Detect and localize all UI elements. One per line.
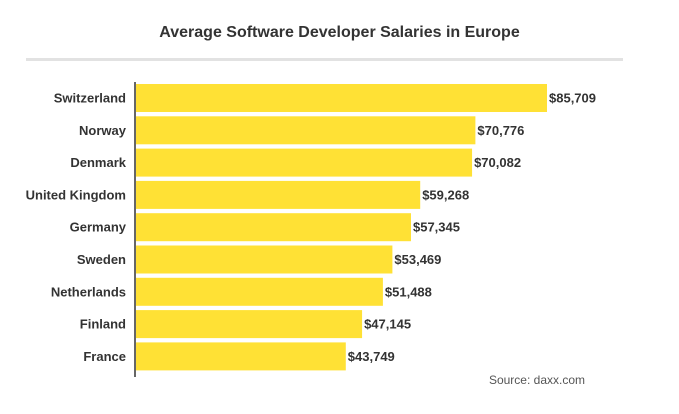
category-label: France (83, 349, 126, 364)
bar-norway (136, 116, 476, 145)
category-label: Norway (79, 123, 127, 138)
bar-sweden (136, 245, 393, 274)
chart-title: Average Software Developer Salaries in E… (159, 24, 520, 41)
value-labels-group: $85,709 $70,776 $70,082 $59,268 $57,345 $53,4… (348, 91, 596, 364)
value-label: $59,268 (422, 187, 469, 202)
category-label: Denmark (70, 155, 126, 170)
value-label: $53,469 (394, 252, 441, 267)
bar-finland (136, 310, 363, 339)
category-label: United Kingdom (26, 187, 126, 202)
bar-denmark (136, 148, 473, 177)
category-labels-group: Switzerland Norway Denmark United Kingdom Ge… (26, 91, 127, 364)
bar-germany (136, 213, 411, 242)
value-label: $51,488 (385, 284, 432, 299)
value-label: $70,776 (477, 123, 524, 138)
category-label: Finland (80, 317, 126, 332)
value-label: $57,345 (413, 220, 460, 235)
bar-switzerland (136, 84, 547, 112)
bar-netherlands (136, 277, 383, 306)
bars-group (136, 84, 547, 371)
value-label: $47,145 (364, 317, 411, 332)
value-label: $43,749 (348, 349, 395, 364)
category-label: Sweden (77, 252, 126, 267)
category-label: Germany (70, 220, 127, 235)
title-divider (26, 58, 623, 61)
value-label: $70,082 (474, 155, 521, 170)
category-label: Netherlands (51, 284, 126, 299)
source-note: Source: daxx.com (488, 373, 585, 387)
value-label: $85,709 (549, 91, 596, 106)
bar-france (136, 342, 346, 371)
bar-united-kingdom (136, 180, 421, 209)
category-label: Switzerland (54, 91, 126, 106)
